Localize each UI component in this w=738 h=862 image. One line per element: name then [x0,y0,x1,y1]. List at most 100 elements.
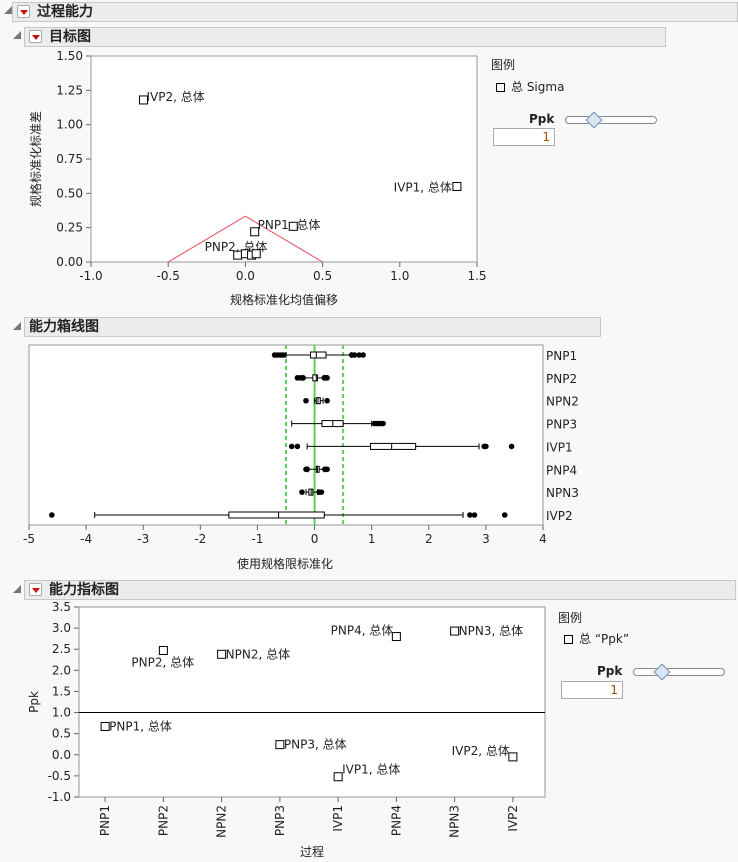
row-label: PNP3 [546,418,577,432]
box-plot-header: 能力箱线图 [24,317,601,337]
outlier-point [49,512,55,518]
point-label: NPN3, 总体 [459,624,523,638]
outlier-point [356,352,362,358]
x-tick-label: -3 [137,532,149,546]
point-label: IVP2, 总体 [452,744,510,758]
outlier-point [467,512,473,518]
x-tick-label: -1 [251,532,263,546]
outlier-point [324,466,330,473]
point-label: PNP2, 总体 [131,655,194,669]
legend-item[interactable]: 总 “Ppk” [564,630,629,647]
point-PNP1 [100,721,110,731]
outlier-point [300,375,306,381]
red-triangle-menu-icon[interactable] [17,5,30,18]
y-tick-label: 1.5 [52,684,71,698]
ppk-slider[interactable] [565,111,657,129]
legend-title: 图例 [558,611,583,625]
x-tick-label: -5 [23,532,35,546]
row-label: PNP4 [546,463,577,477]
ppk-input[interactable] [561,681,623,699]
y-tick-label: 0.50 [56,186,83,200]
x-tick-label: 1.0 [390,269,409,283]
x-tick-label: 3 [482,532,490,546]
goal-plot-header: 目标图 [24,27,666,47]
y-tick-label: 1.0 [52,706,71,720]
point-PNP4 [391,632,401,642]
outlier-point [324,375,330,381]
point-PNP2 [158,645,168,655]
row-label: NPN3 [546,486,579,500]
y-tick-label: 0.0 [52,748,71,762]
ppk-target-line [167,215,323,263]
report-header: 过程能力 [12,2,738,22]
y-tick-label: 3.5 [52,600,71,614]
outlier-point [380,420,386,427]
ppk-label: Ppk [529,112,555,126]
index-plot-header: 能力指标图 [24,580,736,600]
point-PNP3 [288,221,298,231]
collapse-triangle-icon[interactable] [4,6,12,14]
x-tick-label: PNP3 [273,805,287,836]
x-tick-label: IVP1 [331,805,345,832]
x-tick-label: 1.5 [467,269,486,283]
point-label: NPN2, 总体 [226,647,290,661]
point-NPN2 [217,649,227,659]
box-plot-frame [28,344,544,526]
report-title: 过程能力 [37,4,93,20]
outlier-point [471,512,478,518]
row-label: PNP1 [546,349,577,363]
y-axis-label: Ppk [27,691,41,713]
x-tick-label: 0.5 [313,269,332,283]
y-tick-label: 2.0 [52,663,71,677]
legend-item[interactable]: 总 Sigma [496,78,564,95]
outlier-point [304,466,310,473]
outlier-point [508,443,515,450]
index-plot-frame [78,606,546,798]
ppk-label: Ppk [597,664,623,678]
ppk-slider[interactable] [633,663,725,681]
point-PNP3 [275,740,285,750]
x-axis-label: 使用规格限标准化 [237,556,333,571]
outlier-point [280,352,286,358]
point-NPN3 [450,626,460,636]
y-tick-label: 1.00 [56,118,83,132]
red-triangle-menu-icon[interactable] [29,583,42,596]
point-NPN3 [251,249,261,259]
outlier-point [299,489,305,495]
goal-plot-frame [90,55,478,263]
collapse-triangle-icon[interactable] [13,585,21,593]
point-IVP2 [508,752,518,762]
point-label: IVP1, 总体 [342,763,400,777]
y-tick-label: 1.50 [56,49,83,63]
point-PNP1 [250,227,260,237]
row-label: PNP2 [546,372,577,386]
x-tick-label: -0.5 [156,269,179,283]
legend-title: 图例 [491,58,516,72]
x-tick-label: NPN3 [448,805,462,838]
red-triangle-menu-icon[interactable] [29,30,42,43]
row-label: IVP1 [546,440,573,454]
point-IVP2 [138,95,148,105]
x-tick-label: 0 [311,532,319,546]
ppk-input[interactable] [493,128,555,146]
box-plot-title: 能力箱线图 [29,319,99,335]
x-tick-label: NPN2 [215,805,229,838]
outlier-point [294,443,301,450]
point-label: IVP1, 总体 [394,180,452,194]
box-IVP1 [370,442,417,450]
index-plot-title: 能力指标图 [49,582,119,598]
collapse-triangle-icon[interactable] [13,322,21,330]
box-PNP1 [310,351,327,359]
point-label: PNP4, 总体 [331,624,394,638]
x-tick-label: 1 [368,532,376,546]
x-tick-label: 4 [539,532,547,546]
x-tick-label: PNP2 [156,805,170,836]
y-tick-label: 3.0 [52,621,71,635]
square-marker-icon [496,83,505,92]
y-tick-label: -1.0 [48,790,71,804]
y-tick-label: 0.25 [56,221,83,235]
collapse-triangle-icon[interactable] [13,31,21,39]
x-axis-label: 规格标准化均值偏移 [230,292,338,307]
goal-plot-title: 目标图 [49,29,91,45]
square-marker-icon [564,635,573,644]
